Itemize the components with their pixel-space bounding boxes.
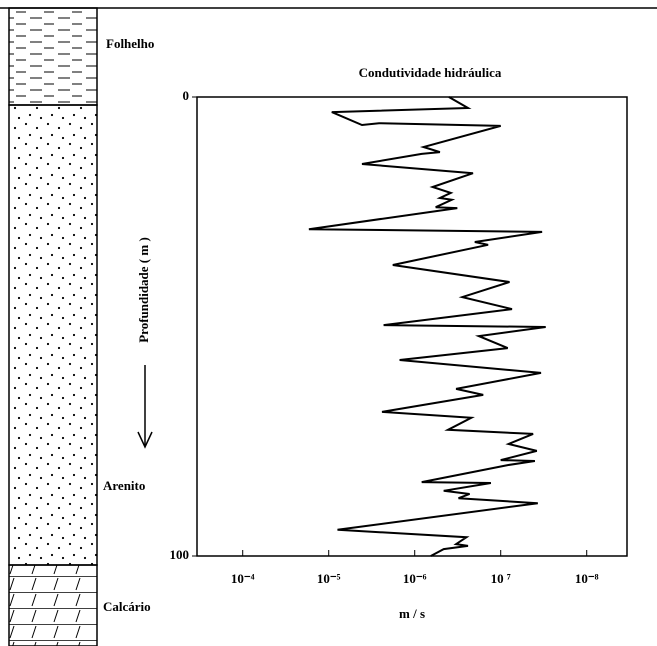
y-axis-label: Profundidade ( m ) — [136, 237, 151, 343]
layer-label: Folhelho — [106, 36, 154, 51]
depth-arrow-head — [137, 431, 153, 449]
limestone-layer — [8, 564, 98, 646]
x-tick-label: 10 ⁷ — [491, 571, 511, 586]
x-tick-label: 10⁻⁵ — [317, 571, 341, 586]
x-tick-label: 10⁻⁶ — [403, 571, 427, 586]
layer-label: Calcário — [103, 599, 151, 614]
shale-layer — [8, 7, 98, 106]
y-tick-label: 0 — [183, 88, 190, 103]
x-axis-label: m / s — [399, 606, 425, 621]
plot-frame — [196, 96, 628, 557]
y-tick-label: 100 — [170, 547, 190, 562]
chart-title: Condutividade hidráulica — [359, 65, 502, 80]
sandstone-layer — [8, 104, 98, 566]
x-tick-label: 10⁻⁴ — [231, 571, 255, 586]
layer-label: Arenito — [103, 478, 145, 493]
conductivity-line — [308, 96, 546, 557]
x-tick-label: 10⁻⁸ — [575, 571, 599, 586]
